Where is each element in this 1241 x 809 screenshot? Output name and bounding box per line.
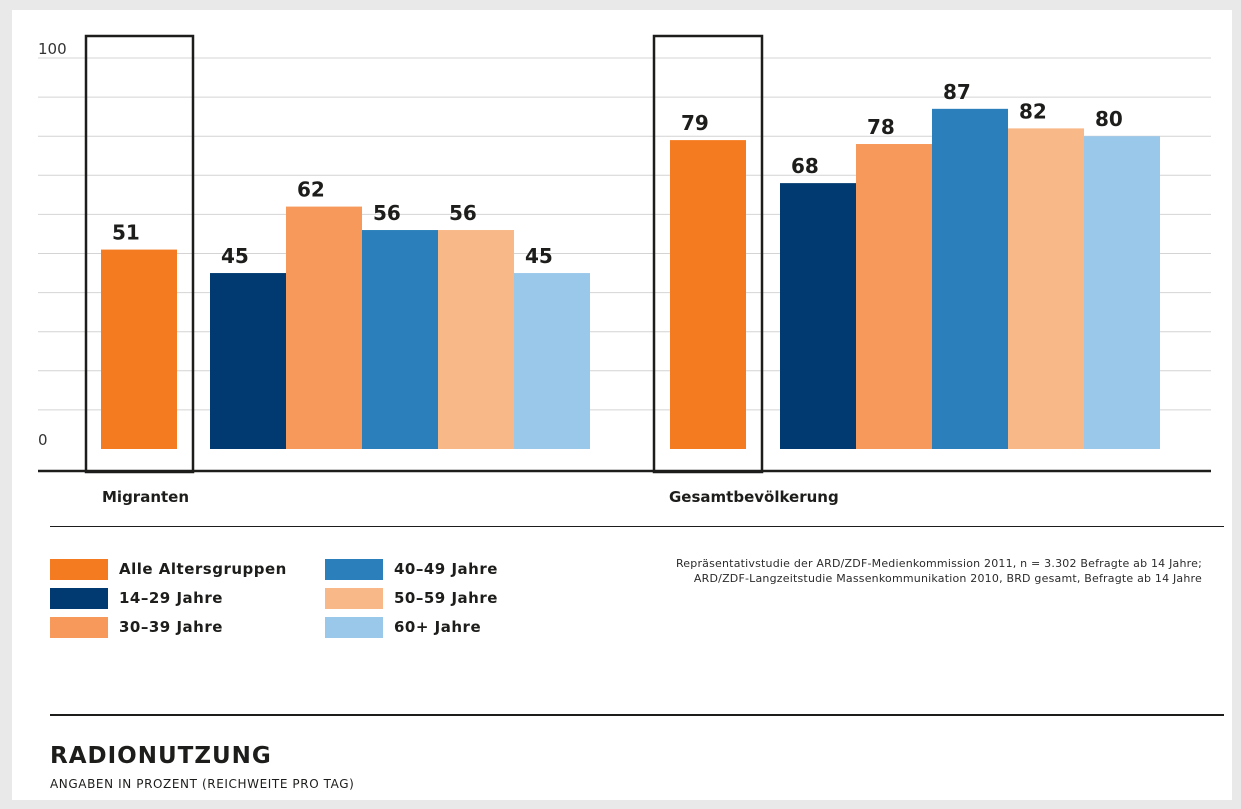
legend-swatch [325,588,383,609]
data-label: 56 [373,201,401,225]
legend-label: 14–29 Jahre [119,589,223,607]
bar [1008,128,1084,449]
bar [670,140,746,450]
data-label: 56 [449,201,477,225]
legend-swatch [50,588,108,609]
title-separator [50,714,1224,716]
bar [438,230,514,449]
bar [101,249,177,449]
legend-separator [50,526,1224,527]
legend-label: Alle Altersgruppen [119,560,287,578]
legend-swatch [325,559,383,580]
y-tick-label: 100 [38,40,67,58]
chart-title: RADIONUTZUNG [50,743,272,769]
legend-label: 50–59 Jahre [394,589,498,607]
bar [514,273,590,449]
bar-chart: 0 100 51 45 62 56 56 45 Migranten 79 68 78 87 82 80 Ges… [38,34,1211,506]
legend-label: 30–39 Jahre [119,618,223,636]
data-label: 78 [867,115,895,139]
legend-swatch [50,559,108,580]
legend-label: 60+ Jahre [394,618,482,636]
bar [286,206,362,449]
data-label: 82 [1019,99,1047,123]
data-label: 68 [791,154,819,178]
data-label: 79 [681,111,709,135]
legend-swatch [50,617,108,638]
source-line-2: ARD/ZDF-Langzeitstudie Massenkommunikati… [693,572,1202,585]
source-note: Repräsentativstudie der ARD/ZDF-Medienko… [676,556,1202,586]
data-label: 45 [221,244,249,268]
data-label: 80 [1095,107,1123,131]
source-line-1: Repräsentativstudie der ARD/ZDF-Medienko… [675,557,1202,570]
data-label: 62 [297,178,325,202]
bar [1084,136,1160,449]
y-tick-label: 0 [38,431,48,449]
legend-label: 40–49 Jahre [394,560,498,578]
category-label: Migranten [102,488,189,506]
chart-card: 0 100 51 45 62 56 56 45 Migranten 79 68 78 87 82 80 Ges… [12,10,1232,800]
bar [362,230,438,449]
legend-swatch [325,617,383,638]
bar [780,183,856,449]
bar [856,144,932,449]
bar [210,273,286,449]
chart-subtitle: ANGABEN IN PROZENT (REICHWEITE PRO TAG) [50,777,355,791]
category-label: Gesamtbevölkerung [669,488,839,506]
data-label: 45 [525,244,553,268]
data-label: 51 [112,221,140,245]
data-label: 87 [943,80,971,104]
bar [932,108,1008,449]
